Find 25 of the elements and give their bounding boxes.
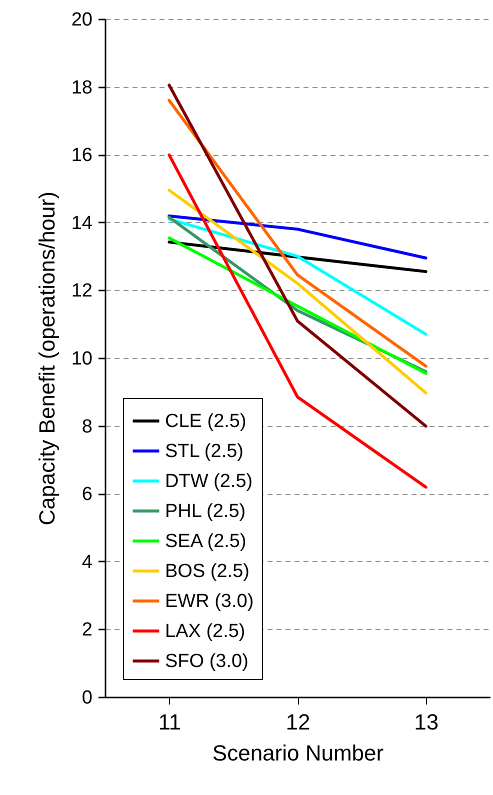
x-axis-title: Scenario Number bbox=[212, 740, 384, 766]
y-tick-label: 4 bbox=[82, 552, 93, 573]
x-tick-label: 13 bbox=[414, 710, 439, 734]
x-tick-label: 11 bbox=[158, 710, 182, 734]
legend-label: SEA (2.5) bbox=[165, 531, 246, 552]
y-tick-label: 16 bbox=[71, 145, 92, 166]
x-tick-label: 12 bbox=[286, 710, 310, 734]
legend-label: CLE (2.5) bbox=[165, 411, 246, 432]
y-tick-label: 10 bbox=[71, 348, 92, 370]
legend-label: LAX (2.5) bbox=[165, 621, 246, 642]
y-tick-label: 20 bbox=[71, 10, 92, 30]
y-tick-label: 6 bbox=[82, 484, 92, 506]
legend-label: EWR (3.0) bbox=[165, 591, 254, 612]
y-axis-title: Capacity Benefit (operations/hour) bbox=[34, 192, 60, 526]
y-tick-label: 14 bbox=[71, 212, 93, 234]
legend-label: BOS (2.5) bbox=[165, 561, 250, 582]
y-tick-label: 0 bbox=[82, 688, 92, 708]
y-tick-label: 12 bbox=[71, 280, 92, 302]
legend-label: PHL (2.5) bbox=[165, 501, 246, 522]
legend-label: SFO (3.0) bbox=[165, 651, 248, 672]
y-tick-label: 8 bbox=[82, 416, 92, 438]
y-tick-label: 18 bbox=[71, 77, 92, 98]
y-tick-label: 2 bbox=[82, 620, 92, 641]
legend-label: DTW (2.5) bbox=[165, 471, 253, 492]
legend-label: STL (2.5) bbox=[165, 441, 244, 462]
